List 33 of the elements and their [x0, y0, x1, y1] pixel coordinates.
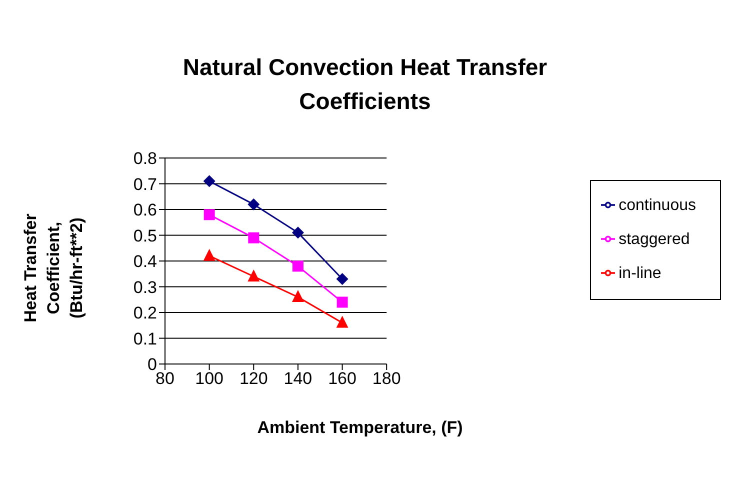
point	[336, 316, 348, 328]
y-tick-label: 0.4	[133, 252, 157, 272]
point	[336, 273, 348, 286]
point	[336, 296, 348, 308]
legend-label: staggered	[618, 230, 690, 248]
y-tick-label: 0.6	[133, 200, 157, 220]
x-tick-label: 160	[328, 369, 356, 388]
point	[248, 232, 260, 244]
chart-title: Natural Convection Heat Transfer Coefficients	[182, 53, 548, 116]
x-tick-label: 180	[372, 369, 401, 388]
point	[204, 209, 215, 220]
point	[203, 175, 216, 188]
point	[292, 290, 304, 302]
x-tick-label: 120	[239, 369, 268, 388]
y-tick-label: 0.3	[133, 278, 157, 297]
y-tick-label: 0.7	[133, 174, 157, 194]
legend-label: in-line	[618, 264, 662, 282]
y-axis-title: Heat Transfer Coefficient, (Btu/hr-ft**2)	[20, 212, 87, 324]
y-tick-label: 0.1	[133, 329, 157, 348]
y-tick-label: 0	[148, 355, 157, 374]
point	[292, 226, 304, 239]
y-tick-label: 0.8	[133, 149, 157, 168]
point	[248, 198, 260, 210]
x-tick-label: 100	[195, 369, 224, 388]
y-tick-label: 0.5	[133, 226, 157, 246]
point	[292, 260, 304, 272]
point	[248, 269, 260, 282]
y-tick-label: 0.2	[133, 304, 157, 323]
x-tick-label: 80	[156, 369, 174, 388]
legend-label: continuous	[618, 196, 696, 214]
point	[203, 248, 216, 261]
x-axis-title: Ambient Temperature, (F)	[256, 418, 464, 438]
x-tick-label: 140	[284, 369, 312, 388]
